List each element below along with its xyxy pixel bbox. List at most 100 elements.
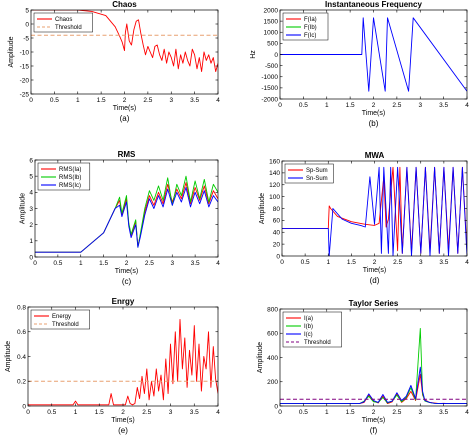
series-group xyxy=(280,17,467,92)
legend: RMS(Ia) RMS(Ib) RMS(Ic) xyxy=(37,162,91,191)
x-tick-label: 3 xyxy=(170,260,174,267)
x-tick-label: 0 xyxy=(26,409,30,416)
y-tick-label: 6 xyxy=(29,157,33,164)
y-tick-label: -5 xyxy=(23,35,29,42)
x-tick-label: 3 xyxy=(419,259,423,266)
x-tick-label: 1.5 xyxy=(346,102,355,109)
y-tick-label: 80 xyxy=(273,206,281,213)
x-tick-label: 0 xyxy=(280,259,284,266)
y-tick-label: 20 xyxy=(273,241,281,248)
chart-title: Taylor Series xyxy=(349,299,399,308)
x-tick-label: 3.5 xyxy=(439,259,448,266)
y-tick-label: -25 xyxy=(20,91,30,98)
y-tick-label: 140 xyxy=(269,170,280,177)
y-tick-label: 500 xyxy=(267,41,278,48)
legend-label: Threshold xyxy=(55,25,82,31)
x-tick-label: 1.5 xyxy=(347,259,356,266)
legend: Sp-Sum Sn-Sum xyxy=(284,163,334,184)
y-tick-label: 600 xyxy=(267,331,278,338)
panel-1: 0 0.5 1 1.5 2 2.5 3 3.5 4 5 0 -5 -10 -15 -20 -25 Chaos Ti… xyxy=(8,0,220,123)
x-tick-label: 4 xyxy=(465,259,469,266)
y-tick-label: 2 xyxy=(29,222,33,229)
y-tick-label: 5 xyxy=(25,7,29,14)
x-tick-label: 4 xyxy=(216,409,220,416)
x-tick-label: 3 xyxy=(418,102,422,109)
x-tick-label: 0 xyxy=(278,409,282,416)
panel-3: 0 0.5 1 1.5 2 2.5 3 3.5 4 6 5 4 3 2 1 0 RMS Time(s) Amplit… xyxy=(19,150,220,286)
x-tick-label: 3 xyxy=(169,409,173,416)
x-tick-label: 1.5 xyxy=(97,97,106,104)
y-tick-label: -500 xyxy=(265,63,278,70)
chart-title: MWA xyxy=(365,151,385,160)
x-tick-label: 0 xyxy=(33,260,37,267)
series-line-3 xyxy=(35,187,218,253)
panel-4: 0 0.5 1 1.5 2 2.5 3 3.5 4 160 140 120 100 80 60 40 20 0 MW… xyxy=(259,151,469,285)
legend-label: F(Ia) xyxy=(304,17,317,23)
y-tick-label: 3 xyxy=(29,206,33,213)
series-line-1 xyxy=(28,318,218,406)
x-tick-label: 1.5 xyxy=(99,260,108,267)
x-tick-label: 4 xyxy=(465,102,469,109)
x-tick-label: 1 xyxy=(326,259,330,266)
x-tick-label: 1.5 xyxy=(95,409,104,416)
y-tick-label: 0 xyxy=(25,21,29,28)
y-tick-label: 0.6 xyxy=(17,329,26,336)
legend-label: F(Ib) xyxy=(304,25,317,31)
panel-caption: (e) xyxy=(118,426,128,435)
x-tick-label: 2.5 xyxy=(392,409,401,416)
x-tick-label: 3.5 xyxy=(190,409,199,416)
y-tick-label: 1000 xyxy=(264,30,279,37)
x-axis-label: Time(s) xyxy=(363,267,386,274)
y-tick-label: 0 xyxy=(274,403,278,410)
x-axis-label: Time(s) xyxy=(115,268,138,275)
legend-label: Energy xyxy=(52,314,71,320)
panel-caption: (d) xyxy=(370,276,380,285)
x-tick-label: 1 xyxy=(325,409,329,416)
y-tick-label: 400 xyxy=(267,355,278,362)
y-tick-label: 160 xyxy=(269,158,280,165)
x-tick-label: 0.5 xyxy=(53,260,62,267)
x-tick-label: 2 xyxy=(125,260,129,267)
panel-caption: (a) xyxy=(120,114,130,123)
chart-title: RMS xyxy=(118,150,136,159)
x-tick-label: 2 xyxy=(121,409,125,416)
y-tick-label: 0 xyxy=(274,52,278,59)
legend-label: Sn-Sum xyxy=(306,176,328,182)
legend: Chaos Threshold xyxy=(33,12,93,33)
legend-label: RMS(Ib) xyxy=(59,175,81,181)
panel-caption: (b) xyxy=(369,119,379,128)
x-tick-label: 2.5 xyxy=(145,260,154,267)
x-tick-label: 4 xyxy=(216,97,220,104)
y-axis-label: Amplitude xyxy=(8,36,15,67)
legend-label: Threshold xyxy=(304,340,331,346)
y-tick-label: 120 xyxy=(269,182,280,189)
series-line-1 xyxy=(31,10,218,73)
legend: Energy Threshold xyxy=(30,309,90,330)
x-tick-label: 0.5 xyxy=(299,102,308,109)
y-tick-label: 0 xyxy=(276,253,280,260)
y-axis-label: Amplitude xyxy=(257,342,264,373)
legend-label: RMS(Ia) xyxy=(59,167,81,173)
legend-label: Sp-Sum xyxy=(306,168,328,174)
y-tick-label: 200 xyxy=(267,379,278,386)
legend-label: I(c) xyxy=(304,332,313,338)
legend-label: RMS(Ic) xyxy=(59,183,81,189)
x-tick-label: 3.5 xyxy=(439,409,448,416)
chart-title: Chaos xyxy=(112,0,137,9)
x-tick-label: 2 xyxy=(123,97,127,104)
panel-caption: (c) xyxy=(122,277,132,286)
x-tick-label: 2.5 xyxy=(393,259,402,266)
y-tick-label: -1500 xyxy=(261,85,278,92)
y-tick-label: 0.8 xyxy=(17,304,26,311)
legend-label: I(b) xyxy=(304,324,313,330)
x-tick-label: 4 xyxy=(216,260,220,267)
y-axis-label: Amplitude xyxy=(5,341,12,372)
legend-label: F(Ic) xyxy=(304,33,316,39)
y-axis-label: Amplitude xyxy=(259,193,266,224)
legend: F(Ia) F(Ib) F(Ic) xyxy=(282,12,329,41)
y-axis-label: Amplitude xyxy=(19,193,26,224)
x-tick-label: 1 xyxy=(325,102,329,109)
series-group xyxy=(35,175,218,253)
x-tick-label: 0.5 xyxy=(299,409,308,416)
